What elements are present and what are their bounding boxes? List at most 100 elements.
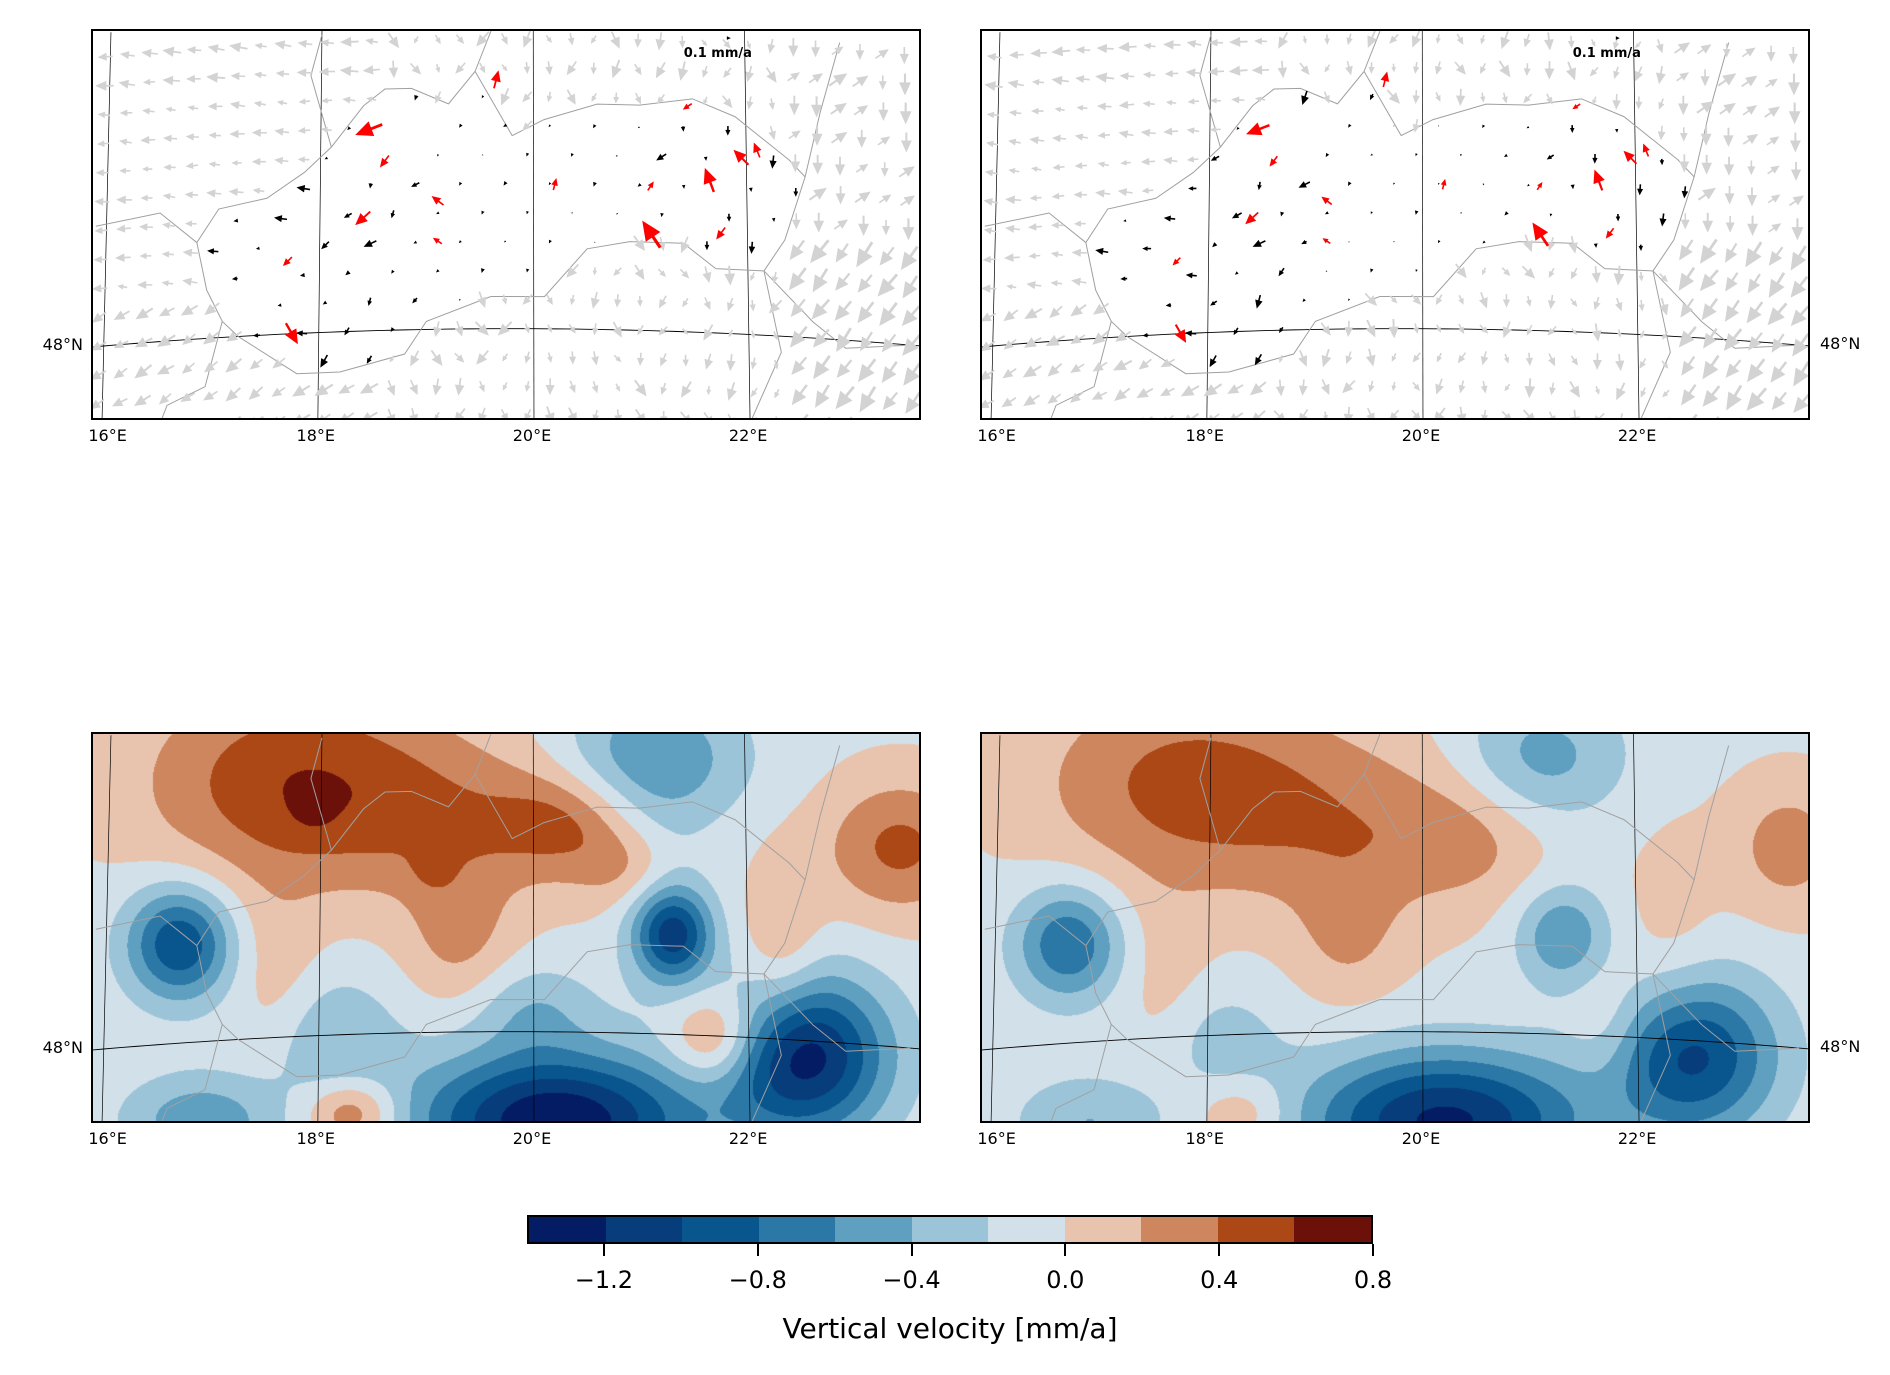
grey-velocity-arrow bbox=[613, 294, 622, 308]
grey-velocity-arrow bbox=[365, 96, 377, 103]
grey-velocity-arrow bbox=[182, 248, 198, 257]
colorbar-segment bbox=[1141, 1217, 1218, 1242]
grey-velocity-arrow bbox=[750, 387, 758, 398]
black-velocity-arrow bbox=[1278, 267, 1285, 277]
black-velocity-arrow bbox=[571, 212, 574, 214]
black-velocity-arrow bbox=[1280, 211, 1285, 217]
meridian-line bbox=[1206, 31, 1212, 418]
grey-velocity-arrow bbox=[723, 67, 732, 79]
black-velocity-arrow bbox=[391, 269, 395, 274]
grey-velocity-arrow bbox=[703, 324, 714, 341]
grey-velocity-arrow bbox=[1788, 73, 1800, 96]
grey-velocity-arrow bbox=[1501, 267, 1511, 277]
grey-velocity-arrow bbox=[1456, 406, 1467, 418]
grey-velocity-arrow bbox=[984, 81, 1003, 91]
grey-velocity-arrow bbox=[1249, 381, 1267, 396]
grey-velocity-arrow bbox=[1391, 353, 1397, 362]
grey-velocity-arrow bbox=[524, 381, 531, 393]
grey-velocity-arrow bbox=[1164, 69, 1179, 78]
grey-velocity-arrow bbox=[613, 92, 620, 104]
grey-velocity-arrow bbox=[1207, 67, 1225, 77]
grey-velocity-arrow bbox=[156, 364, 175, 375]
grey-velocity-arrow bbox=[522, 91, 533, 103]
grey-velocity-arrow bbox=[833, 219, 849, 230]
grey-velocity-arrow bbox=[1570, 355, 1579, 366]
black-velocity-arrow bbox=[1325, 270, 1328, 272]
meridian-line bbox=[990, 32, 1001, 418]
grey-velocity-arrow bbox=[1434, 61, 1443, 75]
country-border bbox=[1363, 31, 1381, 72]
red-velocity-arrow bbox=[647, 181, 654, 191]
grey-velocity-arrow bbox=[1075, 75, 1090, 83]
grey-velocity-arrow bbox=[880, 162, 889, 177]
black-velocity-arrow bbox=[1393, 240, 1395, 243]
grey-velocity-arrow bbox=[1658, 98, 1665, 110]
grey-velocity-arrow bbox=[1678, 266, 1696, 291]
black-velocity-arrow bbox=[1210, 155, 1220, 161]
grey-velocity-arrow bbox=[1790, 275, 1808, 298]
grey-velocity-arrow bbox=[1696, 100, 1715, 114]
grey-velocity-arrow bbox=[1008, 167, 1020, 174]
grey-velocity-arrow bbox=[1001, 397, 1017, 408]
grey-velocity-arrow bbox=[590, 35, 597, 44]
grey-velocity-arrow bbox=[1612, 94, 1621, 110]
grey-velocity-arrow bbox=[546, 294, 553, 306]
grey-velocity-arrow bbox=[1685, 413, 1698, 418]
grey-velocity-arrow bbox=[592, 409, 600, 418]
grey-velocity-arrow bbox=[773, 359, 779, 370]
black-velocity-arrow bbox=[1504, 211, 1509, 216]
grey-velocity-arrow bbox=[854, 191, 871, 203]
grey-velocity-arrow bbox=[479, 62, 486, 74]
grey-velocity-arrow bbox=[1635, 41, 1642, 49]
grey-velocity-arrow bbox=[93, 311, 107, 323]
grey-velocity-arrow bbox=[900, 132, 912, 153]
grey-velocity-arrow bbox=[1324, 34, 1330, 45]
grey-velocity-arrow bbox=[1365, 319, 1376, 338]
grey-velocity-arrow bbox=[836, 327, 852, 352]
grey-velocity-arrow bbox=[1701, 298, 1719, 321]
country-border bbox=[1363, 734, 1381, 775]
grey-velocity-arrow bbox=[1571, 328, 1577, 335]
black-velocity-arrow bbox=[481, 153, 484, 156]
grey-velocity-arrow bbox=[1767, 194, 1781, 204]
grey-velocity-arrow bbox=[1747, 160, 1756, 176]
grey-velocity-arrow bbox=[435, 91, 442, 104]
black-velocity-arrow bbox=[656, 153, 667, 161]
grey-velocity-arrow bbox=[677, 61, 689, 81]
grey-velocity-arrow bbox=[827, 416, 831, 418]
grey-velocity-arrow bbox=[1343, 406, 1354, 418]
grey-velocity-arrow bbox=[1209, 38, 1224, 47]
grey-velocity-arrow bbox=[274, 127, 290, 136]
grey-velocity-arrow bbox=[791, 213, 801, 230]
black-velocity-arrow bbox=[1325, 152, 1330, 158]
grey-velocity-arrow bbox=[634, 408, 646, 418]
grey-velocity-arrow bbox=[637, 324, 644, 336]
grey-velocity-arrow bbox=[1412, 118, 1421, 133]
slovakia-border bbox=[1085, 773, 1695, 1078]
black-velocity-arrow bbox=[1414, 210, 1419, 215]
grey-velocity-arrow bbox=[567, 33, 575, 46]
grey-velocity-arrow bbox=[119, 138, 132, 146]
grey-velocity-arrow bbox=[229, 129, 245, 139]
grey-velocity-arrow bbox=[789, 325, 808, 348]
grey-velocity-arrow bbox=[1210, 97, 1222, 104]
grey-velocity-arrow bbox=[1455, 88, 1466, 106]
grey-velocity-arrow bbox=[1719, 102, 1736, 115]
grey-velocity-arrow bbox=[772, 331, 778, 341]
grey-velocity-arrow bbox=[900, 245, 919, 271]
grey-velocity-arrow bbox=[986, 111, 999, 119]
grey-velocity-arrow bbox=[95, 80, 114, 91]
grey-velocity-arrow bbox=[1673, 42, 1691, 54]
grey-velocity-arrow bbox=[590, 62, 597, 75]
black-velocity-arrow bbox=[296, 185, 311, 193]
grey-velocity-arrow bbox=[1228, 65, 1248, 76]
grey-velocity-arrow bbox=[1231, 96, 1245, 104]
grey-velocity-arrow bbox=[771, 271, 779, 284]
black-velocity-arrow bbox=[437, 153, 440, 157]
y-tick-label: 48°N bbox=[42, 334, 83, 354]
black-velocity-arrow bbox=[1142, 246, 1152, 251]
grey-velocity-arrow bbox=[1435, 294, 1443, 306]
y-tick-label: 48°N bbox=[42, 1037, 83, 1057]
grey-velocity-arrow bbox=[1117, 188, 1133, 197]
grey-velocity-arrow bbox=[500, 32, 508, 45]
